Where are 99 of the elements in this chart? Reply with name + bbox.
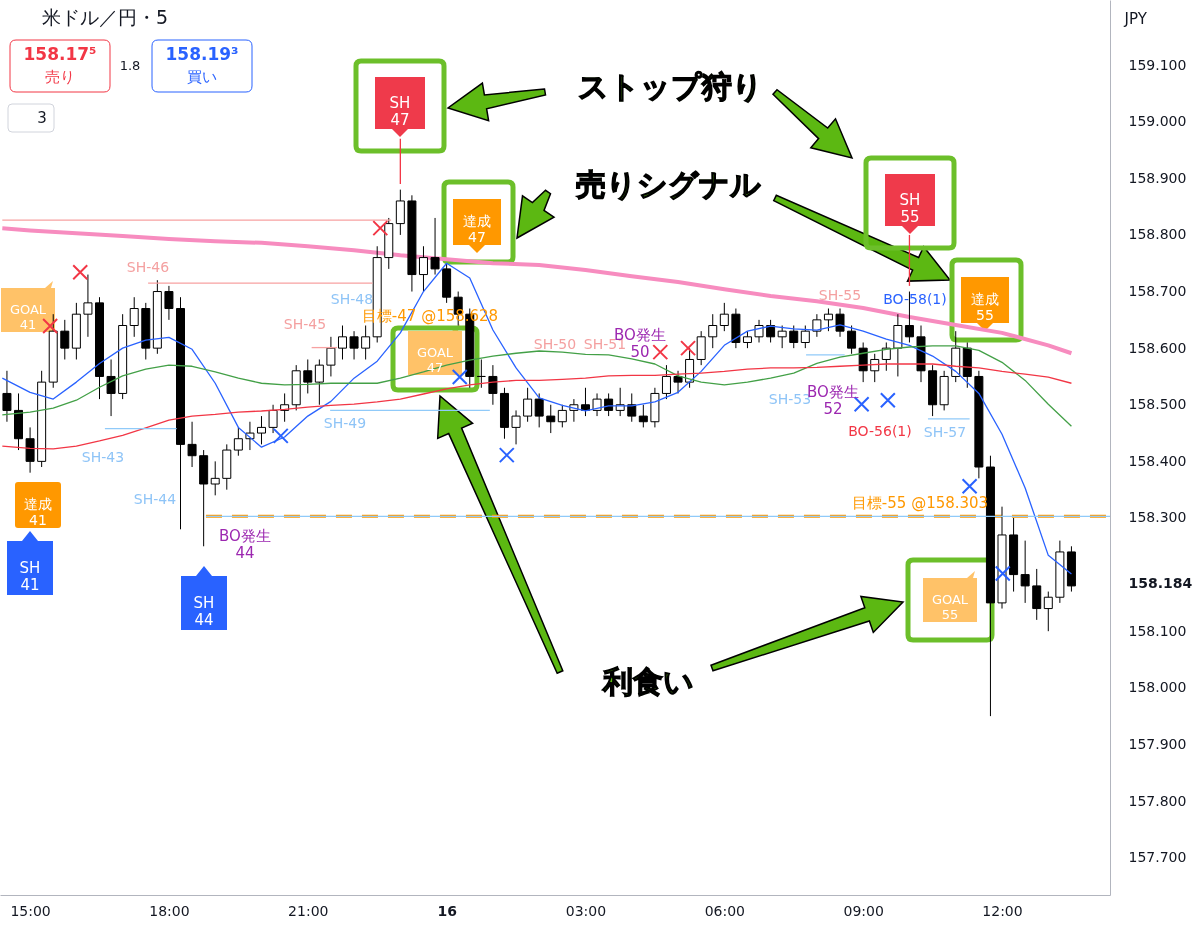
chart-title: 米ドル／円・5	[42, 6, 169, 28]
candlestick	[418, 245, 428, 293]
y-tick-label: 158.400	[1128, 452, 1187, 469]
candlestick	[303, 358, 313, 394]
annotation: 158.19³	[165, 44, 239, 64]
candlestick	[847, 325, 857, 355]
y-tick-label: 158.100	[1128, 622, 1187, 639]
candlestick	[187, 421, 197, 468]
annotation: 売り	[45, 68, 75, 86]
candlestick	[83, 274, 93, 338]
y-tick-label: 158.700	[1128, 283, 1187, 300]
candlestick	[129, 296, 139, 338]
y-tick-label: 158.500	[1128, 396, 1187, 413]
y-tick-label: 157.700	[1128, 849, 1187, 866]
annotation: SH-49	[323, 415, 367, 431]
annotation: BO発生 44	[219, 527, 271, 562]
candlestick	[488, 364, 498, 406]
candlestick	[233, 426, 243, 457]
candlestick	[708, 313, 718, 349]
candlestick	[638, 404, 648, 428]
candlestick	[534, 392, 544, 428]
candlestick	[557, 404, 567, 428]
candlestick	[1043, 591, 1053, 632]
candlestick	[627, 392, 637, 423]
candlestick	[1032, 568, 1042, 621]
y-tick-label: 158.300	[1128, 509, 1187, 526]
x-tick-label: 06:00	[704, 902, 745, 919]
x-tick-label: 03:00	[565, 902, 607, 919]
candlestick	[361, 325, 371, 360]
y-axis-title: JPY	[1123, 9, 1148, 28]
candlestick	[661, 364, 671, 400]
annotation: SH 47	[389, 94, 411, 129]
candlestick	[106, 358, 116, 417]
annotation: 達成 41	[24, 496, 52, 528]
annotation: SH-50	[533, 336, 577, 352]
y-tick-label: 159.100	[1128, 56, 1187, 73]
candlestick	[25, 426, 35, 474]
annotation: 利食い	[601, 664, 694, 699]
candlestick	[800, 325, 810, 349]
annotation: SH-46	[126, 259, 170, 275]
y-tick-label: 157.800	[1128, 792, 1187, 809]
candlestick	[326, 336, 336, 377]
candlestick	[835, 308, 845, 338]
annotation: SH 44	[193, 594, 215, 629]
candlestick	[2, 370, 12, 423]
y-tick-label: 158.000	[1128, 679, 1187, 696]
x-tick-label: 12:00	[982, 902, 1023, 919]
annotation: BO-56(1)	[848, 423, 912, 439]
annotation: 158.17⁵	[23, 44, 97, 64]
annotation: SH-55	[818, 287, 862, 303]
candlestick	[164, 285, 174, 321]
candlestick	[1020, 540, 1030, 604]
candlestick	[823, 308, 833, 332]
candlestick	[430, 217, 440, 276]
annotation: SH-43	[81, 449, 125, 465]
candlestick	[546, 404, 556, 434]
candlestick	[210, 460, 220, 496]
annotation: ストップ狩り	[577, 69, 763, 104]
annotation: 達成 47	[463, 213, 491, 245]
x-tick-label: 21:00	[288, 902, 329, 919]
candlestick	[777, 325, 787, 349]
x-tick-label: 16	[437, 902, 457, 919]
candlestick	[256, 415, 266, 445]
annotation: 買い	[187, 68, 217, 86]
candlestick	[523, 387, 533, 423]
annotation: SH-45	[283, 316, 327, 332]
candlestick	[314, 358, 324, 406]
candlestick	[60, 319, 70, 360]
annotation: 達成 55	[971, 291, 999, 323]
x-tick-label: 09:00	[843, 902, 884, 919]
y-tick-label: 158.184	[1128, 575, 1193, 592]
candlestick	[881, 341, 891, 372]
annotation: 1.8	[119, 58, 141, 73]
candlestick	[395, 189, 405, 236]
candlestick	[268, 404, 278, 434]
candlestick	[893, 313, 903, 377]
candlestick	[696, 330, 706, 366]
candlestick	[511, 409, 521, 445]
annotation: GOAL 41	[9, 302, 47, 332]
y-tick-label: 158.600	[1128, 339, 1187, 356]
x-tick-label: 15:00	[10, 902, 51, 919]
y-tick-label: 158.800	[1128, 226, 1187, 243]
annotation: SH-48	[330, 291, 374, 307]
annotation: SH 55	[899, 191, 921, 226]
x-tick-label: 18:00	[149, 902, 190, 919]
candlestick	[789, 325, 799, 349]
annotation: 売りシグナル	[575, 167, 761, 202]
candlestick	[870, 353, 880, 383]
annotation: GOAL 55	[931, 592, 969, 622]
candlestick	[349, 330, 359, 360]
candlestick	[337, 325, 347, 360]
y-tick-label: 159.000	[1128, 113, 1187, 130]
annotation: SH-44	[133, 491, 177, 507]
y-tick-label: 157.900	[1128, 735, 1187, 752]
candlestick	[719, 302, 729, 332]
y-tick-label: 158.900	[1128, 169, 1187, 186]
annotation: 3	[37, 109, 47, 127]
annotation: SH 41	[19, 559, 41, 594]
annotation: SH-57	[923, 424, 967, 440]
